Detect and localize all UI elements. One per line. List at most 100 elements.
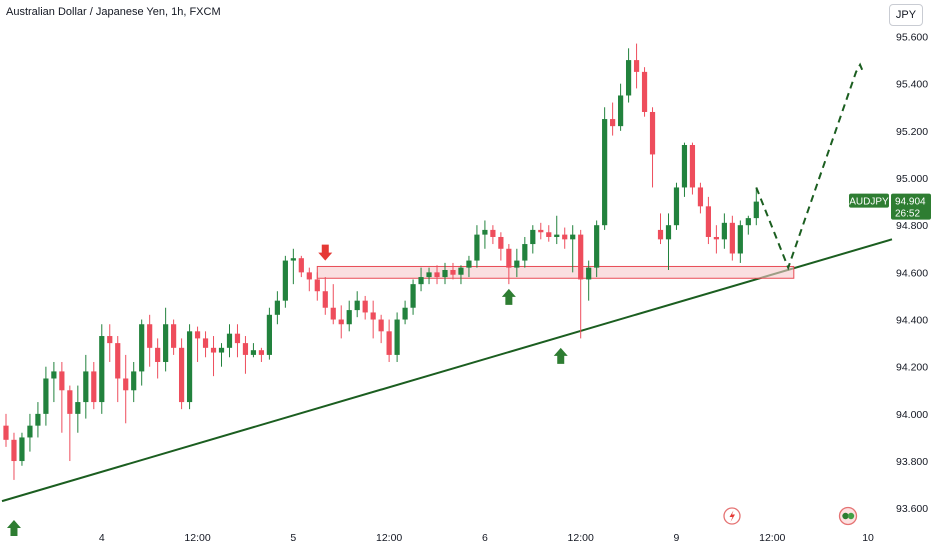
candle-body [426, 272, 432, 278]
up-arrow-icon [501, 288, 516, 305]
currency-button[interactable]: JPY [889, 4, 923, 26]
candle [3, 413, 9, 447]
candle [474, 225, 480, 268]
candle [641, 67, 648, 117]
candle [697, 182, 704, 214]
candle [729, 215, 735, 261]
candle [35, 402, 41, 438]
forecast-layer [755, 62, 865, 271]
candle-body [242, 343, 249, 355]
candle [123, 354, 129, 424]
candle [578, 229, 584, 339]
candle-body [466, 260, 472, 268]
x-tick-label: 12:00 [568, 532, 594, 544]
candle [298, 255, 304, 278]
y-tick-label: 93.800 [896, 456, 928, 468]
event-icons [723, 506, 858, 526]
candle-body [266, 314, 272, 355]
price-tag [891, 193, 931, 220]
candle-body [298, 258, 304, 273]
candle [498, 232, 504, 261]
x-tick-label: 12:00 [184, 532, 210, 544]
down-arrow-icon [318, 244, 333, 261]
candle-body [713, 236, 719, 240]
candle [67, 385, 73, 462]
candle [171, 319, 177, 355]
candle [322, 277, 328, 315]
candle-body [386, 331, 392, 355]
candle-body [91, 371, 97, 403]
candle-body [123, 378, 129, 391]
candle [705, 196, 712, 245]
up-arrow-icon [6, 520, 21, 536]
candle [482, 220, 488, 249]
candle [466, 255, 472, 278]
candle [139, 319, 145, 386]
candle-body [418, 277, 424, 285]
candle-body [282, 260, 288, 301]
candle-body [147, 324, 153, 348]
candle-body [274, 300, 280, 315]
candle [554, 215, 560, 245]
candle-body [11, 439, 17, 462]
y-tick-label: 94.400 [896, 315, 928, 327]
candle-body [330, 307, 336, 320]
candle-body [322, 291, 328, 308]
earnings-icon-dot [847, 512, 855, 520]
candle-body [171, 324, 177, 348]
candle [458, 265, 464, 285]
candle-body [625, 60, 632, 96]
candle [378, 314, 384, 344]
candle [370, 300, 376, 339]
candle [210, 336, 217, 377]
candle [242, 336, 249, 374]
candle-body [498, 236, 504, 249]
candle-body [75, 402, 81, 414]
candle [19, 432, 25, 466]
candle [186, 324, 193, 410]
candle-body [673, 187, 680, 226]
candle-body [394, 319, 400, 355]
y-tick-label: 94.200 [896, 362, 928, 374]
candle [266, 307, 272, 360]
candle-body [482, 229, 488, 235]
candle-body [115, 343, 121, 379]
y-axis: 95.600 95.400 95.200 95.000 94.800 94.600 94.4… [896, 32, 928, 516]
y-tick-label: 94.600 [896, 267, 928, 279]
candle [354, 291, 360, 318]
candle [59, 361, 65, 433]
candle-body [338, 319, 344, 325]
candle-body [59, 371, 65, 391]
symbol-badge-text: AUDJPY [849, 197, 889, 208]
candle [330, 284, 336, 325]
candle-body [689, 145, 696, 188]
candle [681, 142, 688, 197]
candle-body [538, 229, 544, 233]
candle-body [410, 284, 416, 308]
candle-body [586, 267, 592, 280]
candle-body [258, 350, 265, 355]
candle-body [665, 225, 672, 240]
y-tick-label: 94.000 [896, 409, 928, 421]
candle-body [562, 234, 568, 240]
candle-body [697, 187, 704, 207]
candle-body [107, 336, 113, 344]
candle-body [490, 229, 496, 237]
x-tick-label: 4 [99, 532, 105, 544]
candle-body [234, 333, 241, 344]
candle-body [721, 222, 727, 240]
candle-body [290, 258, 296, 261]
candle [562, 227, 568, 249]
candle-body [3, 425, 9, 440]
candle-body [753, 201, 759, 219]
x-tick-label: 6 [482, 532, 488, 544]
candle-body [131, 371, 137, 391]
candle [753, 187, 759, 226]
candle [194, 326, 201, 362]
candle-body [402, 307, 408, 320]
candle [346, 300, 352, 332]
candle-body [442, 270, 448, 278]
candle [99, 324, 105, 414]
